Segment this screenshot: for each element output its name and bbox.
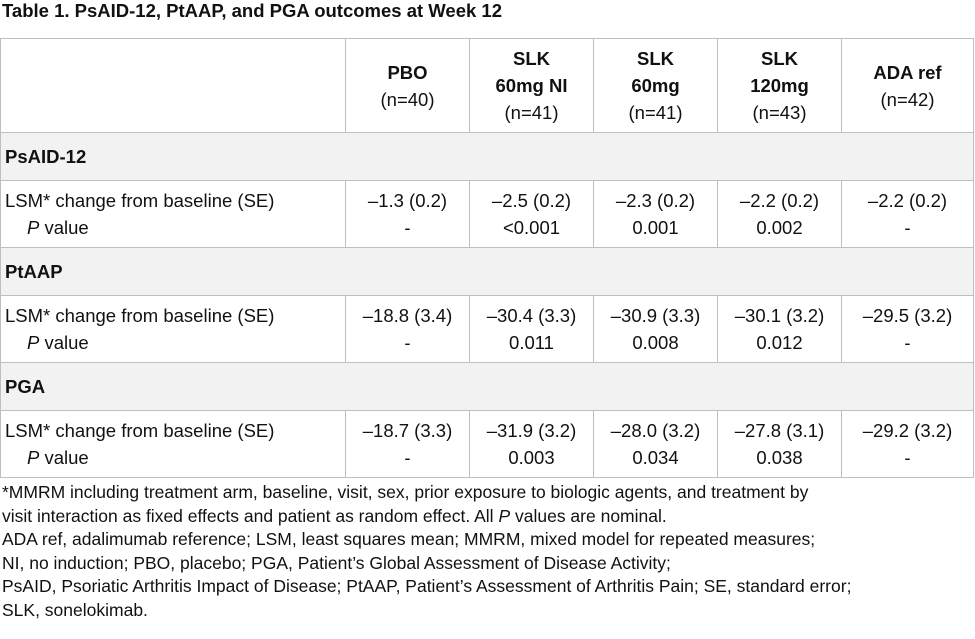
p-value: 0.034 (632, 447, 679, 468)
value-cell: –28.0 (3.2) 0.034 (593, 410, 718, 478)
abbrev-line-1: ADA ref, adalimumab reference; LSM, leas… (2, 529, 816, 549)
table-row: LSM* change from baseline (SE) P value –18… (0, 410, 974, 478)
section-title: PsAID-12 (0, 132, 974, 181)
column-n: (n=40) (380, 88, 435, 110)
column-header: SLK 60mg (n=41) (593, 38, 718, 133)
p-value: - (904, 332, 911, 353)
value-cell: –31.9 (3.2) 0.003 (469, 410, 594, 478)
column-name: 60mg NI (495, 75, 568, 96)
footnote-line-2: visit interaction as fixed effects and p… (2, 505, 667, 526)
p-value: - (404, 217, 411, 238)
change-value: –28.0 (3.2) (610, 420, 701, 441)
change-label: LSM* change from baseline (SE) (5, 420, 275, 441)
table-row: LSM* change from baseline (SE) P value –1.… (0, 180, 974, 248)
change-value: –2.5 (0.2) (491, 190, 572, 211)
change-value: –2.2 (0.2) (867, 190, 948, 211)
change-value: –18.8 (3.4) (362, 305, 453, 326)
row-label: LSM* change from baseline (SE) P value (0, 295, 346, 363)
value-cell: –30.1 (3.2) 0.012 (717, 295, 842, 363)
column-header: PBO (n=40) (345, 38, 470, 133)
value-cell: –2.3 (0.2) 0.001 (593, 180, 718, 248)
value-cell: –2.2 (0.2) - (841, 180, 974, 248)
value-cell: –29.5 (3.2) - (841, 295, 974, 363)
value-cell: –18.8 (3.4) - (345, 295, 470, 363)
column-name: ADA ref (873, 61, 942, 83)
change-value: –1.3 (0.2) (367, 190, 448, 211)
p-value: 0.012 (756, 332, 803, 353)
change-value: –30.9 (3.3) (610, 305, 701, 326)
column-header: ADA ref (n=42) (841, 38, 974, 133)
column-n: (n=41) (628, 102, 683, 123)
section-row: PGA (0, 362, 974, 411)
p-value-label: P value (27, 332, 89, 353)
p-value: 0.001 (632, 217, 679, 238)
value-cell: –29.2 (3.2) - (841, 410, 974, 478)
change-value: –30.4 (3.3) (486, 305, 577, 326)
table-title: Table 1. PsAID-12, PtAAP, and PGA outcom… (2, 0, 503, 21)
value-cell: –27.8 (3.1) 0.038 (717, 410, 842, 478)
change-value: –31.9 (3.2) (486, 420, 577, 441)
column-name: 120mg (750, 75, 809, 96)
p-value: - (404, 332, 411, 353)
abbrev-line-2: NI, no induction; PBO, placebo; PGA, Pat… (2, 552, 671, 573)
value-cell: –2.2 (0.2) 0.002 (717, 180, 842, 248)
p-value: 0.011 (509, 332, 554, 353)
p-value: 0.003 (508, 447, 555, 468)
value-cell: –18.7 (3.3) - (345, 410, 470, 478)
p-value: 0.038 (756, 447, 803, 468)
column-name: SLK (637, 48, 674, 69)
value-cell: –30.9 (3.3) 0.008 (593, 295, 718, 363)
column-header: SLK 60mg NI (n=41) (469, 38, 594, 133)
value-cell: –30.4 (3.3) 0.011 (469, 295, 594, 363)
section-title: PGA (0, 362, 974, 411)
value-cell: –1.3 (0.2) - (345, 180, 470, 248)
p-value: 0.002 (756, 217, 803, 238)
row-label: LSM* change from baseline (SE) P value (0, 180, 346, 248)
change-value: –29.2 (3.2) (862, 420, 953, 441)
outcomes-table: PBO (n=40) SLK 60mg NI (n=41) SLK 60mg (n=41) SL… (0, 38, 974, 478)
change-value: –2.3 (0.2) (615, 190, 696, 211)
value-cell: –2.5 (0.2) <0.001 (469, 180, 594, 248)
table-row: LSM* change from baseline (SE) P value –18… (0, 295, 974, 363)
abbrev-line-3: PsAID, Psoriatic Arthritis Impact of Dis… (2, 576, 852, 596)
change-label: LSM* change from baseline (SE) (5, 305, 275, 326)
column-n: (n=41) (504, 102, 559, 123)
header-empty-cell (0, 38, 346, 133)
p-value: <0.001 (502, 217, 561, 238)
abbrev-line-4: SLK, sonelokimab. (2, 599, 148, 620)
footnote-line-1: *MMRM including treatment arm, baseline,… (2, 482, 809, 502)
change-value: –18.7 (3.3) (362, 420, 453, 441)
column-name: SLK (513, 48, 550, 69)
change-value: –29.5 (3.2) (862, 305, 953, 326)
p-value-label: P value (27, 447, 89, 468)
column-n: (n=42) (880, 88, 935, 110)
column-n: (n=43) (752, 102, 807, 123)
row-label: LSM* change from baseline (SE) P value (0, 410, 346, 478)
section-row: PtAAP (0, 247, 974, 296)
change-value: –30.1 (3.2) (734, 305, 825, 326)
section-title: PtAAP (0, 247, 974, 296)
header-row: PBO (n=40) SLK 60mg NI (n=41) SLK 60mg (n=41) SL… (0, 38, 974, 133)
p-value: 0.008 (632, 332, 679, 353)
column-header: SLK 120mg (n=43) (717, 38, 842, 133)
p-value: - (904, 217, 911, 238)
change-value: –2.2 (0.2) (739, 190, 820, 211)
change-value: –27.8 (3.1) (734, 420, 825, 441)
column-name: SLK (761, 48, 798, 69)
p-value: - (904, 447, 911, 468)
column-name: PBO (387, 61, 428, 83)
change-label: LSM* change from baseline (SE) (5, 190, 275, 211)
p-value-label: P value (27, 217, 89, 238)
section-row: PsAID-12 (0, 132, 974, 181)
p-value: - (404, 447, 411, 468)
footnote: *MMRM including treatment arm, baseline,… (2, 481, 973, 622)
column-name: 60mg (631, 75, 680, 96)
